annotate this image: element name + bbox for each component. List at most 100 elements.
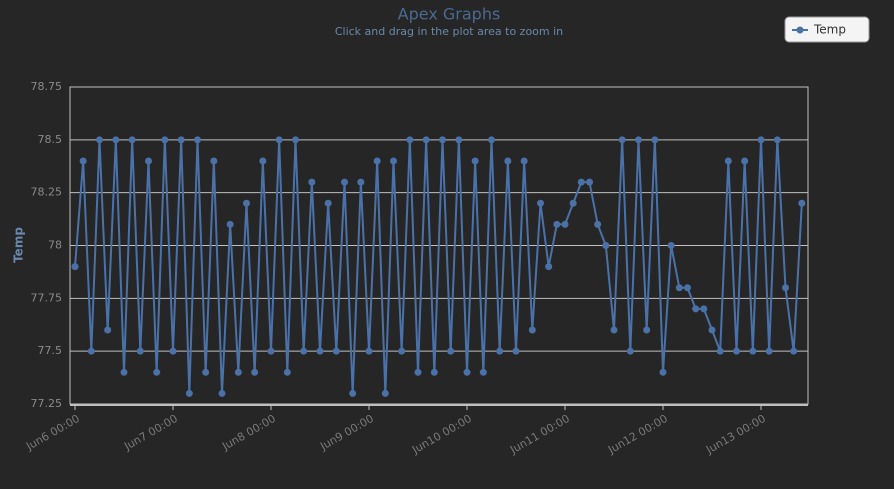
point [545,263,553,271]
point [782,284,789,292]
point [169,347,177,355]
point [202,368,210,376]
chart-subtitle: Click and drag in the plot area to zoom … [335,25,563,38]
point [87,347,95,355]
point [765,347,773,355]
point [251,368,259,376]
point [741,157,749,165]
point [136,347,144,355]
point [577,178,585,186]
point [365,347,373,355]
point [430,368,438,376]
point [504,157,512,165]
point [537,199,544,207]
point [308,178,316,186]
point [700,305,708,313]
point [757,136,765,144]
point [194,136,201,144]
point [733,347,740,355]
point [243,199,250,207]
point [218,389,226,397]
point [724,157,732,165]
y-tick-label: 77.5 [38,344,63,357]
point [790,347,798,355]
y-tick-label: 78.5 [38,133,63,146]
point [381,389,389,397]
point [635,136,642,144]
point [79,157,87,165]
point [626,347,634,355]
point [463,368,471,376]
point [104,326,112,334]
point [259,157,267,165]
point [553,220,561,228]
point [610,326,618,334]
point [406,136,414,144]
point [488,136,495,144]
point [667,242,675,249]
point [586,178,593,186]
point [275,136,283,144]
point [594,220,602,228]
point [512,347,520,355]
point [332,347,340,355]
point [479,368,487,376]
point [528,326,536,334]
point [283,368,291,376]
point [643,326,651,334]
point [708,326,716,334]
y-tick-label: 78.25 [31,186,63,199]
point [618,136,626,144]
point [349,389,357,397]
point [357,178,365,186]
point [324,199,332,207]
point [471,157,479,165]
point [496,347,504,355]
point [773,136,781,144]
point [153,368,161,376]
y-tick-label: 78.75 [31,80,63,93]
point [341,178,348,186]
point [749,347,757,355]
point [226,220,234,228]
point [716,347,724,355]
chart-title: Apex Graphs [398,5,501,24]
point [684,284,691,292]
point [659,368,667,376]
point [390,157,397,165]
point [177,136,185,144]
point [185,389,193,397]
point [692,305,700,313]
point [520,157,528,165]
point [267,347,275,355]
point [561,220,569,228]
legend-marker [796,26,804,34]
point [422,136,430,144]
point [161,136,169,144]
point [569,199,577,207]
y-tick-label: 78 [48,239,62,252]
legend-box [784,16,870,43]
point [300,347,308,355]
point [120,368,128,376]
point [651,136,659,144]
point [316,347,324,355]
y-tick-label: 77.75 [31,291,63,304]
point [602,242,610,249]
point [447,347,455,355]
point [112,136,120,144]
point [96,136,103,144]
point [234,368,242,376]
point [292,136,299,144]
point [145,157,152,165]
point [798,199,806,207]
point [455,136,463,144]
point [71,263,79,271]
legend-label: Temp [813,23,846,37]
point [398,347,406,355]
point [128,136,136,144]
point [373,157,381,165]
point [210,157,218,165]
y-axis-label: Temp [12,227,26,263]
